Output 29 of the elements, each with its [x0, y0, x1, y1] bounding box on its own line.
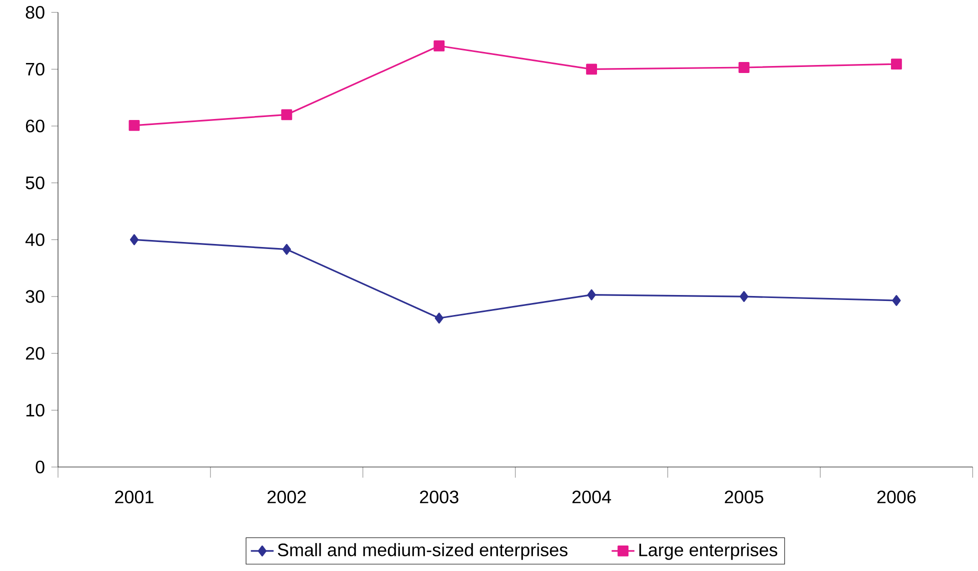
y-tick-label: 50: [26, 176, 44, 190]
point: [738, 62, 750, 73]
y-tick-label: 0: [36, 460, 44, 474]
point: [740, 291, 748, 302]
legend-label: Large enterprises: [639, 543, 778, 560]
x-tick-label: 2006: [877, 490, 916, 504]
legend-label: Small and medium-sized enterprises: [278, 543, 568, 560]
point: [130, 234, 139, 246]
y-tick-label: 20: [26, 346, 44, 360]
x-tick-label: 2004: [572, 490, 612, 504]
point: [434, 312, 444, 324]
y-tick-label: 40: [25, 233, 44, 246]
point: [128, 120, 140, 131]
x-tick-label: 2002: [268, 490, 306, 504]
y-tick-label: 80: [26, 6, 44, 19]
point: [892, 295, 901, 306]
point: [586, 64, 598, 75]
point: [890, 58, 902, 70]
point: [282, 244, 291, 255]
y-tick-label: 60: [26, 120, 44, 132]
point: [587, 289, 596, 300]
point: [434, 40, 445, 52]
x-tick-label: 2001: [115, 490, 154, 504]
x-tick-label: 2003: [420, 490, 458, 504]
x-tick-label: 2005: [724, 490, 764, 504]
point: [281, 109, 292, 120]
y-tick-label: 30: [26, 290, 44, 303]
y-tick-label: 10: [26, 404, 44, 417]
y-tick-label: 70: [26, 62, 44, 76]
